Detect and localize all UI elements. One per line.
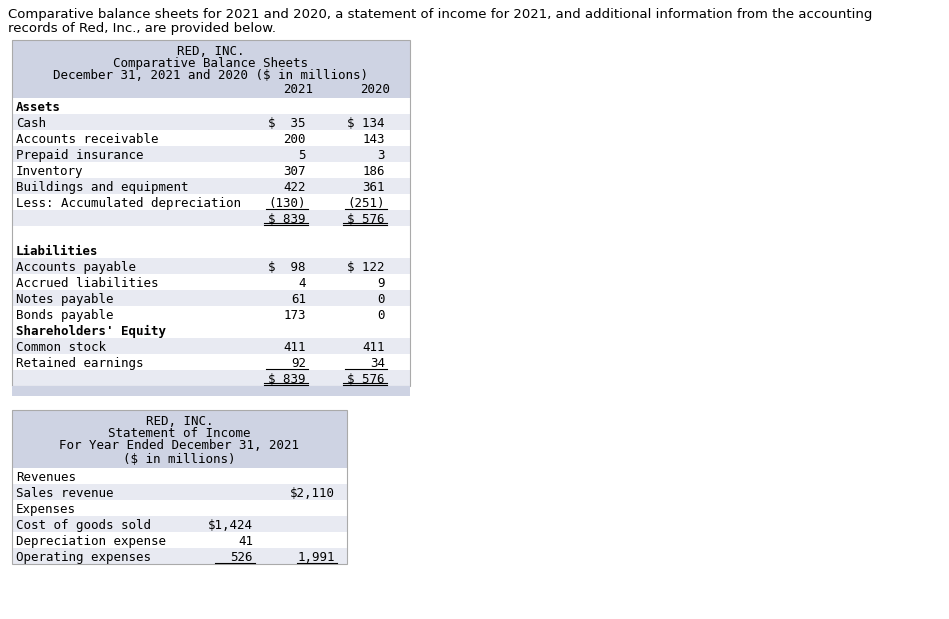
Text: December 31, 2021 and 2020 ($ in millions): December 31, 2021 and 2020 ($ in million… bbox=[53, 69, 368, 82]
Text: 307: 307 bbox=[284, 165, 306, 178]
Bar bbox=[12, 370, 410, 386]
Text: Shareholders' Equity: Shareholders' Equity bbox=[16, 325, 166, 338]
Text: 411: 411 bbox=[284, 341, 306, 354]
Text: Revenues: Revenues bbox=[16, 471, 76, 484]
Text: $  35: $ 35 bbox=[269, 117, 306, 130]
Bar bbox=[12, 290, 410, 306]
Bar bbox=[12, 98, 410, 114]
Text: RED, INC.: RED, INC. bbox=[146, 415, 214, 428]
Text: For Year Ended December 31, 2021: For Year Ended December 31, 2021 bbox=[60, 439, 300, 452]
Text: 526: 526 bbox=[231, 551, 253, 564]
Text: Sales revenue: Sales revenue bbox=[16, 487, 114, 500]
Text: 61: 61 bbox=[291, 293, 306, 306]
Bar bbox=[12, 274, 410, 290]
Text: 92: 92 bbox=[291, 357, 306, 370]
Text: 1,991: 1,991 bbox=[297, 551, 335, 564]
Bar bbox=[12, 40, 410, 386]
Text: 200: 200 bbox=[284, 133, 306, 146]
Text: $ 839: $ 839 bbox=[269, 373, 306, 386]
Text: $ 839: $ 839 bbox=[269, 213, 306, 226]
Text: 173: 173 bbox=[284, 309, 306, 322]
Bar bbox=[12, 40, 410, 98]
Bar bbox=[12, 178, 410, 194]
Bar bbox=[12, 322, 410, 338]
Text: 34: 34 bbox=[370, 357, 385, 370]
Text: Less: Accumulated depreciation: Less: Accumulated depreciation bbox=[16, 197, 241, 210]
Bar bbox=[12, 354, 410, 370]
Text: $1,424: $1,424 bbox=[208, 519, 253, 532]
Bar bbox=[12, 532, 347, 548]
Text: Bonds payable: Bonds payable bbox=[16, 309, 114, 322]
Text: $ 576: $ 576 bbox=[347, 213, 385, 226]
Text: 361: 361 bbox=[363, 181, 385, 194]
Text: Statement of Income: Statement of Income bbox=[108, 427, 251, 440]
Text: 422: 422 bbox=[284, 181, 306, 194]
Text: Cash: Cash bbox=[16, 117, 46, 130]
Text: 2020: 2020 bbox=[360, 83, 390, 96]
Text: Notes payable: Notes payable bbox=[16, 293, 114, 306]
Bar bbox=[12, 548, 347, 564]
Text: Expenses: Expenses bbox=[16, 503, 76, 516]
Text: 143: 143 bbox=[363, 133, 385, 146]
Bar bbox=[12, 484, 347, 500]
Text: Comparative balance sheets for 2021 and 2020, a statement of income for 2021, an: Comparative balance sheets for 2021 and … bbox=[8, 8, 872, 21]
Text: Inventory: Inventory bbox=[16, 165, 84, 178]
Bar bbox=[12, 500, 347, 516]
Text: 2021: 2021 bbox=[283, 83, 313, 96]
Text: 4: 4 bbox=[299, 277, 306, 290]
Bar bbox=[12, 516, 347, 532]
Text: Operating expenses: Operating expenses bbox=[16, 551, 151, 564]
Text: $ 122: $ 122 bbox=[347, 261, 385, 274]
Text: 41: 41 bbox=[238, 535, 253, 548]
Text: Prepaid insurance: Prepaid insurance bbox=[16, 149, 143, 162]
Text: Accrued liabilities: Accrued liabilities bbox=[16, 277, 158, 290]
Text: Liabilities: Liabilities bbox=[16, 245, 99, 258]
Text: 9: 9 bbox=[378, 277, 385, 290]
Text: Buildings and equipment: Buildings and equipment bbox=[16, 181, 189, 194]
Text: Cost of goods sold: Cost of goods sold bbox=[16, 519, 151, 532]
Bar bbox=[12, 162, 410, 178]
Text: 186: 186 bbox=[363, 165, 385, 178]
Text: Depreciation expense: Depreciation expense bbox=[16, 535, 166, 548]
Text: records of Red, Inc., are provided below.: records of Red, Inc., are provided below… bbox=[8, 22, 276, 35]
Text: Comparative Balance Sheets: Comparative Balance Sheets bbox=[114, 57, 308, 70]
Text: Accounts receivable: Accounts receivable bbox=[16, 133, 158, 146]
Text: 0: 0 bbox=[378, 293, 385, 306]
Text: 0: 0 bbox=[378, 309, 385, 322]
Text: 411: 411 bbox=[363, 341, 385, 354]
Bar bbox=[12, 146, 410, 162]
Bar bbox=[12, 226, 410, 242]
Bar bbox=[12, 306, 410, 322]
Text: (130): (130) bbox=[269, 197, 306, 210]
Bar bbox=[12, 410, 347, 468]
Text: (251): (251) bbox=[347, 197, 385, 210]
Text: Retained earnings: Retained earnings bbox=[16, 357, 143, 370]
Text: RED, INC.: RED, INC. bbox=[177, 45, 245, 58]
Bar bbox=[12, 130, 410, 146]
Text: Assets: Assets bbox=[16, 101, 61, 114]
Bar bbox=[12, 210, 410, 226]
Text: $2,110: $2,110 bbox=[290, 487, 335, 500]
Bar bbox=[12, 468, 347, 484]
Text: Accounts payable: Accounts payable bbox=[16, 261, 136, 274]
Bar bbox=[12, 338, 410, 354]
Text: 5: 5 bbox=[299, 149, 306, 162]
Bar bbox=[12, 258, 410, 274]
Bar bbox=[12, 194, 410, 210]
Text: ($ in millions): ($ in millions) bbox=[123, 453, 235, 466]
Bar bbox=[12, 114, 410, 130]
Text: Common stock: Common stock bbox=[16, 341, 106, 354]
Bar bbox=[12, 386, 410, 396]
Bar bbox=[12, 410, 347, 564]
Bar bbox=[12, 242, 410, 258]
Text: 3: 3 bbox=[378, 149, 385, 162]
Text: $ 576: $ 576 bbox=[347, 373, 385, 386]
Text: $  98: $ 98 bbox=[269, 261, 306, 274]
Text: $ 134: $ 134 bbox=[347, 117, 385, 130]
